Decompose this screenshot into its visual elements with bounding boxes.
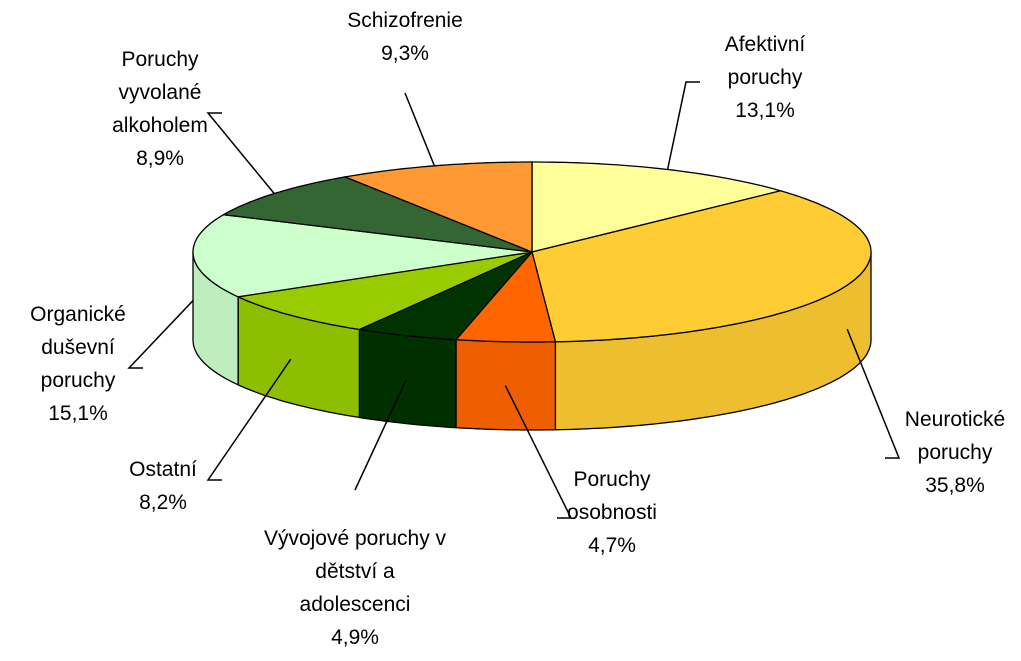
category-label: Schizofrenie (347, 9, 463, 32)
slice-side (455, 339, 557, 431)
value-label: 9,3% (381, 42, 429, 65)
leader-line (666, 81, 700, 170)
slice-label: Poruchy osobnosti 4,7% (555, 463, 670, 562)
leader-line (846, 328, 901, 459)
slice-label: Schizofrenie 9,3% (330, 4, 480, 70)
slice-side (358, 328, 457, 429)
slice-label: Ostatní 8,2% (113, 453, 213, 519)
value-label: 4,7% (588, 534, 636, 557)
slice (531, 190, 872, 343)
leader-line (404, 92, 436, 167)
value-label: 15,1% (48, 402, 108, 425)
slice-label: Poruchy vyvolané alkoholem 8,9% (98, 43, 223, 175)
slice-label: Afektivní poruchy 13,1% (708, 28, 823, 127)
slice (192, 214, 533, 298)
slice-label: Organické duševní poruchy 15,1% (8, 298, 148, 430)
value-label: 4,9% (331, 626, 379, 649)
category-label: Poruchy vyvolané alkoholem (112, 48, 208, 137)
slice (235, 251, 533, 331)
slice-label: Vývojové poruchy v dětství a adolescenci… (261, 522, 449, 654)
category-label: Organické duševní poruchy (30, 303, 126, 392)
slice-label: Neurotické poruchy 35,8% (896, 403, 1014, 502)
value-label: 8,9% (136, 147, 184, 170)
value-label: 13,1% (735, 99, 795, 122)
slice (357, 251, 533, 341)
value-label: 35,8% (925, 474, 985, 497)
category-label: Afektivní poruchy (724, 33, 806, 89)
category-label: Poruchy osobnosti (567, 468, 657, 524)
leader-line (206, 358, 292, 481)
category-label: Vývojové poruchy v dětství a adolescenci (263, 527, 447, 616)
leader-line (127, 299, 194, 369)
category-label: Ostatní (129, 458, 197, 481)
leader-line (206, 112, 275, 194)
leader-line (354, 379, 407, 491)
leader-line (504, 385, 573, 519)
value-label: 8,2% (139, 491, 187, 514)
category-label: Neurotické poruchy (904, 408, 1006, 464)
slice (454, 250, 557, 343)
